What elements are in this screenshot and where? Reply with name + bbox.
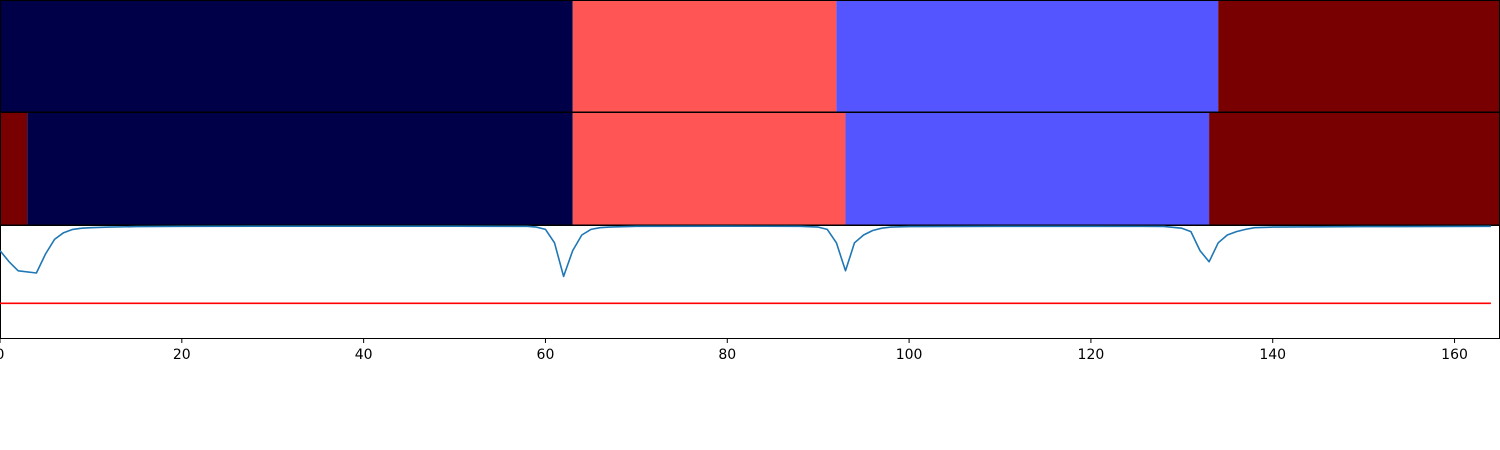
heatmap-middle	[0, 112, 1500, 226]
heatmap-1-segment-1	[0, 1, 573, 112]
x-tick-label-100: 100	[896, 347, 923, 363]
x-tick-label-20: 20	[173, 347, 191, 363]
heatmap-top	[0, 0, 1500, 113]
heatmap-2-segment-4	[845, 113, 1210, 225]
heatmap-1-segment-4	[1218, 1, 1500, 112]
heatmap-1-segment-3	[836, 1, 1219, 112]
confidence-line	[0, 225, 1491, 278]
x-tick-label-160: 160	[1441, 347, 1468, 363]
x-tick-label-0: 0	[0, 347, 4, 363]
heatmap-2-segment-3	[572, 113, 846, 225]
x-tick-label-120: 120	[1078, 347, 1105, 363]
heatmap-2-segment-1	[0, 113, 28, 225]
heatmap-2-segment-5	[1209, 113, 1500, 225]
x-tick-label-40: 40	[355, 347, 373, 363]
x-tick-label-140: 140	[1259, 347, 1286, 363]
heatmap-1-segment-2	[572, 1, 837, 112]
x-axis: 0 20 40 60 80 100 120 140 160	[0, 338, 1468, 363]
x-tick-label-80: 80	[718, 347, 736, 363]
x-tick-label-60: 60	[537, 347, 555, 363]
heatmap-2-segment-2	[27, 113, 573, 225]
